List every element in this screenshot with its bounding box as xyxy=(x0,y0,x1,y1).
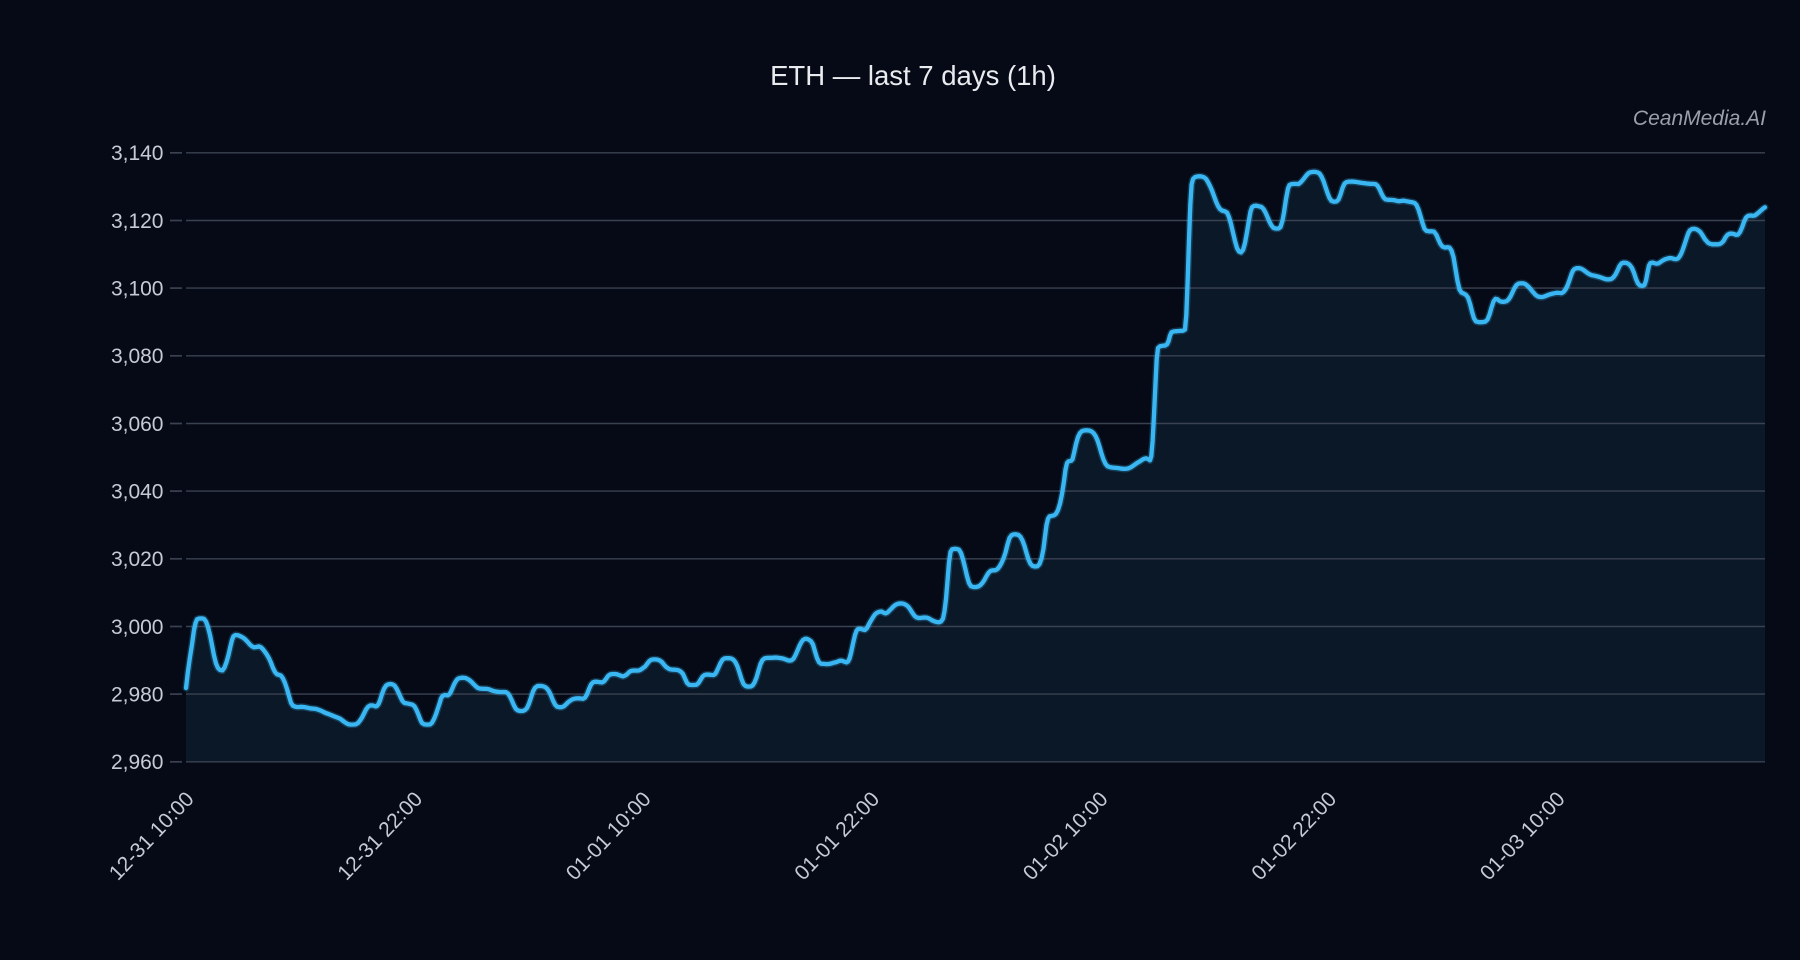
svg-text:3,100: 3,100 xyxy=(111,277,164,300)
svg-text:3,020: 3,020 xyxy=(111,548,164,571)
svg-text:3,120: 3,120 xyxy=(111,210,164,233)
svg-text:3,040: 3,040 xyxy=(111,480,164,503)
svg-text:3,140: 3,140 xyxy=(111,142,164,165)
svg-text:CeanMedia.AI: CeanMedia.AI xyxy=(1633,107,1766,130)
svg-text:3,080: 3,080 xyxy=(111,345,164,368)
svg-text:3,000: 3,000 xyxy=(111,616,164,639)
svg-text:2,980: 2,980 xyxy=(111,683,164,706)
svg-text:ETH — last 7 days (1h): ETH — last 7 days (1h) xyxy=(770,60,1056,91)
svg-text:2,960: 2,960 xyxy=(111,751,164,774)
svg-text:3,060: 3,060 xyxy=(111,413,164,436)
